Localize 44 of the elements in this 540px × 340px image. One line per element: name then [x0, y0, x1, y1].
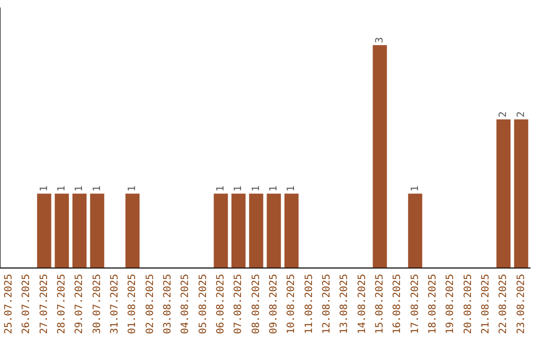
data-label: 1 [92, 186, 103, 192]
x-tick-label: 28.07.2025 [56, 274, 68, 334]
x-tick-label: 18.08.2025 [427, 274, 438, 334]
x-tick-label: 20.08.2025 [462, 274, 474, 334]
data-label: 1 [410, 186, 421, 192]
x-tick-label: 14.08.2025 [356, 274, 368, 334]
x-tick-label: 17.08.2025 [410, 274, 421, 334]
data-label: 1 [74, 186, 86, 192]
data-label: 1 [38, 186, 50, 192]
x-tick-label: 03.08.2025 [162, 274, 174, 334]
x-tick-label: 02.08.2025 [144, 274, 156, 334]
x-tick-label: 30.07.2025 [92, 274, 103, 334]
data-label: 1 [250, 186, 262, 192]
x-tick-label: 08.08.2025 [250, 274, 262, 334]
x-tick-label: 10.08.2025 [286, 274, 298, 334]
x-tick-label: 25.07.2025 [3, 274, 14, 334]
data-label: 2 [516, 111, 527, 118]
x-tick-label: 19.08.2025 [445, 274, 456, 334]
x-tick-label: 07.08.2025 [233, 274, 244, 334]
x-tick-label: 22.08.2025 [498, 274, 510, 334]
data-label: 1 [233, 186, 244, 192]
x-tick-label: 27.07.2025 [38, 274, 50, 334]
x-tick-label: 04.08.2025 [180, 274, 192, 334]
x-tick-label: 26.07.2025 [21, 274, 32, 334]
data-label: 2 [498, 111, 510, 118]
x-tick-label: 11.08.2025 [304, 274, 315, 334]
x-tick-label: 16.08.2025 [392, 274, 404, 334]
x-tick-label: 05.08.2025 [198, 274, 209, 334]
x-tick-label: 29.07.2025 [74, 274, 86, 334]
x-tick-label: 01.08.2025 [127, 274, 138, 334]
data-label: 3 [374, 37, 386, 44]
x-tick-label: 23.08.2025 [516, 274, 527, 334]
x-tick-label: 21.08.2025 [480, 274, 492, 334]
data-label: 1 [215, 186, 226, 192]
x-tick-label: 12.08.2025 [321, 274, 332, 334]
data-label: 1 [56, 186, 68, 192]
x-tick-label: 06.08.2025 [215, 274, 226, 334]
x-tick-label: 13.08.2025 [339, 274, 350, 334]
x-tick-label: 31.07.2025 [109, 274, 120, 334]
data-label: 1 [286, 186, 298, 192]
data-label: 1 [268, 186, 280, 192]
data-label: 1 [127, 186, 138, 192]
x-tick-label: 15.08.2025 [374, 274, 386, 334]
x-tick-label: 09.08.2025 [268, 274, 280, 334]
